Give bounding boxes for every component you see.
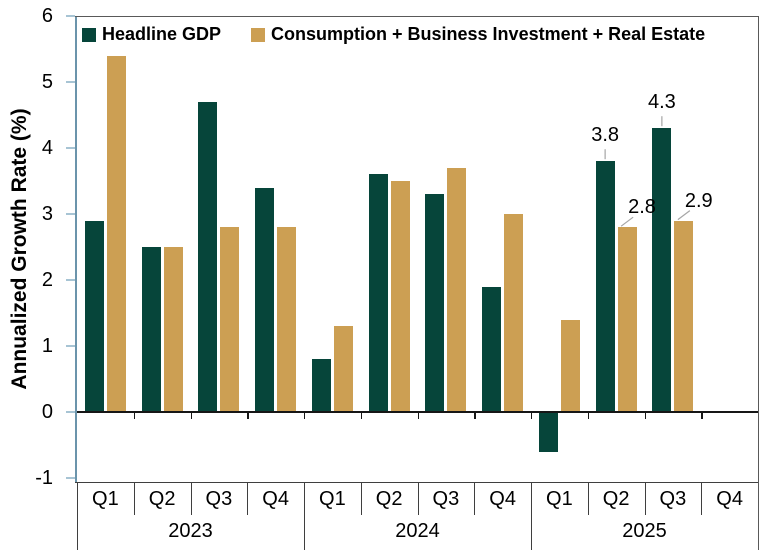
bar-headline-gdp-2024-q2: [368, 174, 388, 412]
y-tick-mark-2: [66, 279, 75, 281]
zero-tick: [304, 413, 306, 419]
y-tick-label-5: 5: [41, 71, 53, 93]
data-label-3.8: 3.8: [591, 124, 620, 147]
legend-swatch-consumption-icon: [251, 27, 266, 42]
bar-consumption-2024-q3: [447, 167, 467, 412]
y-tick-mark-6: [66, 15, 75, 17]
y-tick-label-2: 2: [41, 269, 53, 291]
bar-consumption-2025-q3: [674, 220, 694, 412]
y-tick-label-6: 6: [41, 5, 53, 27]
x-label-2023-q4: Q4: [262, 488, 289, 510]
legend-item-headline-gdp: Headline GDP: [82, 24, 221, 45]
plot-border-right: [758, 16, 760, 550]
data-label-2.9: 2.9: [684, 189, 713, 212]
y-tick-mark--1: [66, 477, 75, 479]
bar-consumption-2024-q2: [390, 181, 410, 412]
year-separator: [304, 482, 306, 550]
x-label-year-2024: 2024: [395, 520, 440, 542]
zero-tick: [587, 413, 590, 419]
zero-tick: [417, 413, 419, 419]
quarter-separator: [474, 482, 476, 515]
x-label-2024-q4: Q4: [489, 488, 516, 510]
x-label-2025-q1: Q1: [546, 488, 573, 510]
bar-consumption-2023-q3: [220, 227, 240, 412]
bar-consumption-2025-q2: [617, 227, 637, 412]
x-label-2023-q1: Q1: [92, 488, 119, 510]
x-label-year-2023: 2023: [168, 520, 213, 542]
bar-headline-gdp-2024-q1: [311, 359, 331, 412]
y-tick-mark-3: [66, 213, 75, 215]
y-tick-label-0: 0: [41, 401, 53, 423]
y-tick-label-1: 1: [41, 335, 53, 357]
x-label-2024-q3: Q3: [432, 488, 460, 510]
quarter-separator: [190, 482, 192, 515]
x-label-2025-q3: Q3: [659, 488, 687, 510]
bar-headline-gdp-2023-q3: [198, 101, 218, 412]
y-tick-label--1: -1: [35, 467, 53, 489]
x-label-2025-q2: Q2: [602, 488, 630, 510]
bar-headline-gdp-2025-q2: [595, 161, 615, 412]
legend-label-consumption: Consumption + Business Investment + Real…: [271, 24, 706, 44]
data-label-4.3: 4.3: [647, 91, 676, 114]
y-tick-label-4: 4: [41, 137, 53, 159]
y-tick-label-3: 3: [41, 203, 53, 225]
x-label-2024-q1: Q1: [319, 488, 346, 510]
bar-headline-gdp-2025-q3: [652, 128, 672, 412]
bar-consumption-2023-q2: [163, 247, 183, 412]
zero-tick: [190, 413, 192, 419]
zero-tick: [360, 413, 363, 419]
x-label-2023-q3: Q3: [205, 488, 233, 510]
legend-item-consumption: Consumption + Business Investment + Real…: [251, 24, 705, 45]
quarter-separator: [360, 482, 362, 515]
zero-tick: [247, 413, 249, 419]
bar-headline-gdp-2024-q4: [482, 286, 502, 412]
bar-headline-gdp-2023-q4: [255, 187, 275, 412]
y-tick-mark-5: [66, 81, 75, 83]
bar-headline-gdp-2023-q2: [141, 247, 161, 412]
y-tick-mark-0: [66, 411, 75, 413]
zero-tick: [531, 413, 533, 419]
x-label-2024-q2: Q2: [375, 488, 403, 510]
year-separator: [531, 482, 533, 550]
data-label-2.8: 2.8: [628, 196, 656, 219]
bar-consumption-2023-q4: [277, 227, 297, 412]
x-label-year-2025: 2025: [622, 520, 667, 542]
zero-line: [77, 411, 758, 413]
quarter-separator: [701, 482, 703, 515]
quarter-separator: [587, 482, 589, 515]
x-label-2023-q2: Q2: [148, 488, 176, 510]
year-separator: [77, 482, 79, 550]
zero-tick: [133, 413, 136, 419]
y-tick-mark-1: [66, 345, 75, 347]
plot-border-top: [75, 16, 759, 18]
quarter-separator: [247, 482, 249, 515]
y-tick-mark-4: [66, 147, 75, 149]
y-axis-line: [75, 16, 77, 482]
legend-label-headline-gdp: Headline GDP: [102, 24, 222, 44]
quarter-separator: [644, 482, 646, 515]
quarter-separator: [133, 482, 135, 515]
bar-headline-gdp-2023-q1: [84, 220, 104, 412]
bar-headline-gdp-2024-q3: [425, 194, 445, 412]
bar-consumption-2024-q1: [333, 326, 353, 412]
quarter-separator: [417, 482, 419, 515]
legend-swatch-headline-gdp-icon: [82, 27, 96, 42]
x-label-2025-q4: Q4: [716, 488, 743, 510]
legend: Headline GDP Consumption + Business Inve…: [82, 24, 705, 45]
zero-tick: [701, 413, 703, 419]
bar-consumption-2025-q1: [560, 319, 580, 412]
bar-consumption-2024-q4: [504, 214, 524, 412]
zero-tick: [474, 413, 476, 419]
bar-consumption-2023-q1: [106, 55, 126, 412]
zero-tick: [644, 413, 646, 419]
category-area-top-line: [75, 482, 758, 484]
bar-headline-gdp-2025-q1: [538, 413, 558, 452]
